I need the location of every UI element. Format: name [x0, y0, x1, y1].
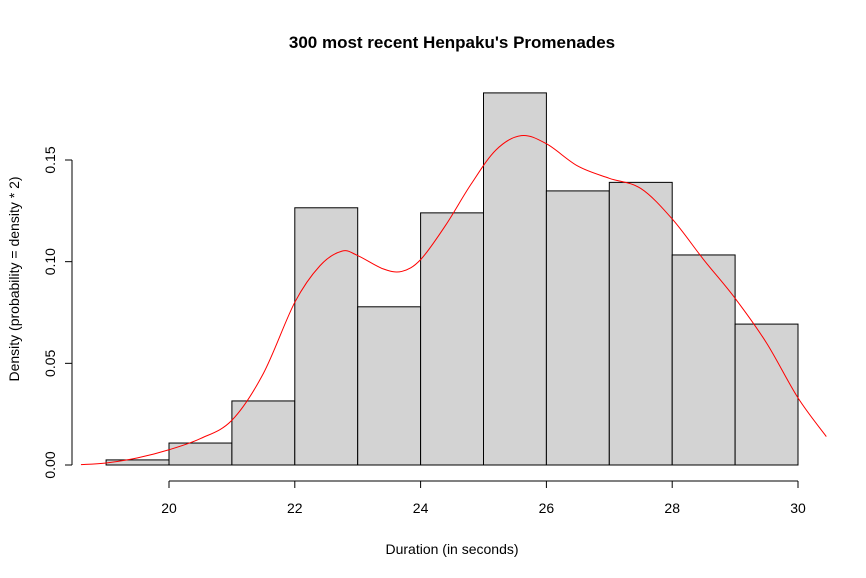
x-tick-label: 22	[287, 500, 303, 516]
x-tick-label: 24	[413, 500, 429, 516]
histogram-bar-3	[231, 400, 296, 466]
x-tick-label: 26	[539, 500, 555, 516]
axes: 20 22 24 26 28 30 0.00 0.05 0.10 0.15	[42, 146, 806, 516]
y-axis-label: Density (probability = density * 2)	[6, 176, 22, 381]
histogram-bar-10	[671, 254, 736, 466]
density-curve-layer	[80, 134, 827, 466]
histogram-bar-1	[105, 459, 170, 466]
histogram-bar-11	[734, 323, 799, 466]
y-tick-label: 0.05	[42, 349, 58, 376]
x-tick-label: 28	[664, 500, 680, 516]
histogram-bar-5	[357, 306, 422, 466]
histogram-bar-7	[483, 92, 547, 466]
histogram-bar-8	[545, 190, 610, 466]
x-tick-label: 30	[790, 500, 806, 516]
y-tick-label: 0.10	[42, 248, 58, 275]
histogram-bar-9	[608, 181, 673, 466]
y-tick-label: 0.15	[42, 146, 58, 173]
chart-title: 300 most recent Henpaku's Promenades	[289, 33, 615, 52]
histogram-bar-6	[420, 212, 485, 466]
y-tick-label: 0.00	[42, 451, 58, 478]
density-curve-line	[80, 134, 827, 466]
x-tick-label: 20	[161, 500, 177, 516]
x-axis-label: Duration (in seconds)	[385, 541, 518, 557]
histogram-bar-4	[294, 207, 359, 466]
histogram-bars	[105, 92, 799, 466]
